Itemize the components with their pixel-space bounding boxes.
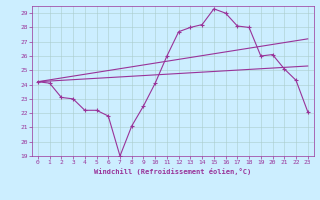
X-axis label: Windchill (Refroidissement éolien,°C): Windchill (Refroidissement éolien,°C): [94, 168, 252, 175]
